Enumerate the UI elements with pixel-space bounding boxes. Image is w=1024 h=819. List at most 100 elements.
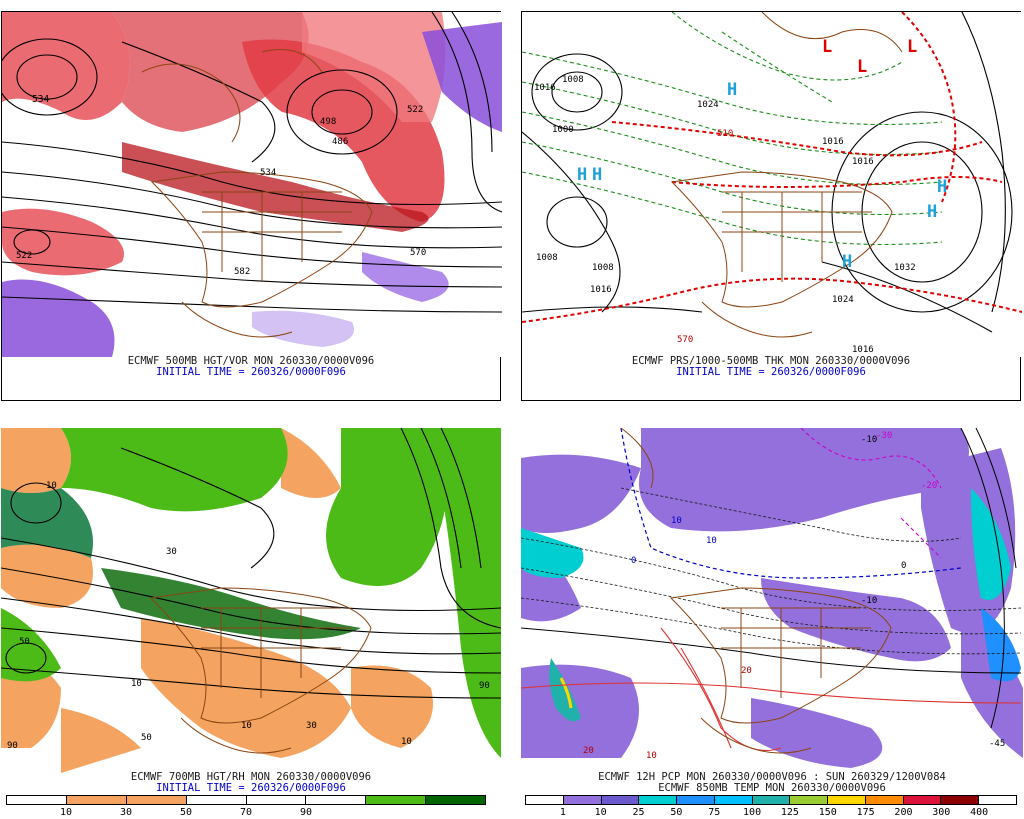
colorbar-tick-label: 90 <box>299 807 313 818</box>
colorbar-tick-label: 50 <box>670 807 683 818</box>
isobar-label-1016-e: 1016 <box>852 157 874 167</box>
precip-colorbar <box>525 795 1017 805</box>
initial-time: INITIAL TIME = 260326/0000F096 <box>156 366 346 378</box>
colorbar-segment <box>186 796 247 804</box>
colorbar-tick-label: 300 <box>932 807 951 818</box>
colorbar-segment <box>601 796 640 804</box>
hgt-label-534-central: 534 <box>260 168 276 178</box>
isobar-label-1016-nw: 1016 <box>534 83 556 93</box>
isobar-label-1024: 1024 <box>697 100 719 110</box>
hgt-label-522-east: 522 <box>407 105 423 115</box>
temp-label-0-e: 0 <box>901 561 906 571</box>
precip-colorbar-ticks: 1 10 25 50 75 100 125 150 175 200 300 400 <box>525 807 1017 819</box>
rh-label-10-s: 10 <box>241 721 252 731</box>
colorbar-tick-label: 10 <box>59 807 73 818</box>
panel-caption: ECMWF 12H PCP MON 260330/0000V096 : SUN … <box>598 771 946 783</box>
colorbar-segment <box>246 796 307 804</box>
colorbar-tick-label: 125 <box>780 807 799 818</box>
isobar-label-1016-c: 1016 <box>822 137 844 147</box>
panel-caption-secondary: ECMWF 850MB TEMP MON 260330/0000V096 <box>658 782 886 794</box>
temp-label-neg10-n: -10 <box>861 435 877 445</box>
temp-label-neg30: -30 <box>876 431 892 441</box>
temp-label-10-c: 10 <box>706 536 717 546</box>
hgt-label-486: 486 <box>332 137 348 147</box>
panel-500mb-hgt-vor: 534 498 486 522 534 570 582 522 ECMWF 50… <box>1 11 502 401</box>
temp-label-neg20-ne: -20 <box>921 481 937 491</box>
hgt-label-582: 582 <box>234 267 250 277</box>
thk-label-510: 510 <box>717 129 733 139</box>
low-marker: L <box>857 57 867 77</box>
rh-label-90-sw: 90 <box>7 741 18 751</box>
rh-label-30: 30 <box>166 547 177 557</box>
isobar-label-1008-s: 1008 <box>592 263 614 273</box>
isobar-label-1024-s: 1024 <box>832 295 854 305</box>
temp-label-neg45: -45 <box>989 739 1005 749</box>
initial-time: INITIAL TIME = 260326/0000F096 <box>676 366 866 378</box>
hgt-label-522-west: 522 <box>16 251 32 261</box>
panel-precip-850mb-temp: -10 10 0 -10 20 -20 10 0 20 -30 10 -45 E… <box>521 428 1023 819</box>
colorbar-segment <box>526 796 564 804</box>
colorbar-segment <box>306 796 367 804</box>
map-500mb-vorticity: 534 498 486 522 534 570 582 522 <box>2 12 502 357</box>
isobar-label-1008-sw: 1008 <box>536 253 558 263</box>
hgt-label-534-west: 534 <box>32 94 49 105</box>
colorbar-tick-label: 75 <box>708 807 721 818</box>
isobar-label-1008-nw: 1008 <box>562 75 584 85</box>
isobar-label-1016-s: 1016 <box>852 345 874 355</box>
rh-colorbar <box>6 795 486 805</box>
temp-label-neg10-c: -10 <box>861 596 877 606</box>
colorbar-tick-label: 50 <box>179 807 193 818</box>
initial-time: INITIAL TIME = 260326/0000F096 <box>156 782 346 794</box>
high-marker: H <box>727 80 737 100</box>
isobar-label-1000: 1000 <box>552 125 574 135</box>
low-marker: L <box>822 37 832 57</box>
rh-label-50-s: 50 <box>141 733 152 743</box>
colorbar-tick-label: 400 <box>970 807 989 818</box>
temp-label-20-s: 20 <box>583 746 594 756</box>
colorbar-segment <box>677 796 715 804</box>
map-precip-temperature: -10 10 0 -10 20 -20 10 0 20 -30 10 -45 <box>521 428 1023 773</box>
map-pressure-thickness: 1016 1008 1024 1000 1008 1016 1016 1016 … <box>522 12 1022 357</box>
panel-700mb-hgt-rh: 10 50 30 90 10 50 30 10 90 10 ECMWF 700M… <box>1 428 501 819</box>
colorbar-segment <box>790 796 829 804</box>
colorbar-tick-label: 30 <box>119 807 133 818</box>
high-marker: H <box>592 165 602 185</box>
high-marker: H <box>927 202 937 222</box>
colorbar-segment <box>7 796 67 804</box>
colorbar-tick-label: 150 <box>818 807 837 818</box>
colorbar-tick-label: 200 <box>894 807 913 818</box>
rh-colorbar-ticks: 10 30 50 70 90 <box>6 807 486 819</box>
rh-label-90-e: 90 <box>479 681 490 691</box>
high-marker: H <box>842 252 852 272</box>
rh-label-10-nw: 10 <box>46 481 57 491</box>
isobar-label-1032: 1032 <box>894 263 916 273</box>
colorbar-tick-label: 175 <box>856 807 875 818</box>
colorbar-segment <box>366 796 427 804</box>
colorbar-segment <box>639 796 678 804</box>
rh-label-30-s: 30 <box>306 721 317 731</box>
panel-caption: ECMWF 700MB HGT/RH MON 260330/0000V096 <box>130 771 372 783</box>
colorbar-segment <box>865 796 904 804</box>
panel-prs-thickness: 1016 1008 1024 1000 1008 1016 1016 1016 … <box>521 11 1022 401</box>
colorbar-segment <box>979 796 1016 804</box>
temp-label-20-c: 20 <box>741 666 752 676</box>
colorbar-segment <box>563 796 602 804</box>
rh-label-50-w: 50 <box>19 637 30 647</box>
high-marker: H <box>937 177 947 197</box>
colorbar-segment <box>828 796 866 804</box>
temp-label-10-nw: 10 <box>671 516 682 526</box>
temp-label-0-w: 0 <box>631 556 636 566</box>
isobar-label-1016-sw: 1016 <box>590 285 612 295</box>
colorbar-tick-label: 25 <box>632 807 645 818</box>
colorbar-tick-label: 1 <box>559 807 566 818</box>
colorbar-tick-label: 100 <box>743 807 762 818</box>
colorbar-segment <box>426 796 485 804</box>
colorbar-segment <box>941 796 980 804</box>
high-marker: H <box>577 165 587 185</box>
hgt-label-498: 498 <box>320 117 336 127</box>
colorbar-segment <box>752 796 791 804</box>
colorbar-tick-label: 10 <box>594 807 607 818</box>
map-700mb-relative-humidity: 10 50 30 90 10 50 30 10 90 10 <box>1 428 501 773</box>
panel-caption: ECMWF 500MB HGT/VOR MON 260330/0000V096 <box>127 355 375 367</box>
hgt-label-570: 570 <box>410 248 426 258</box>
